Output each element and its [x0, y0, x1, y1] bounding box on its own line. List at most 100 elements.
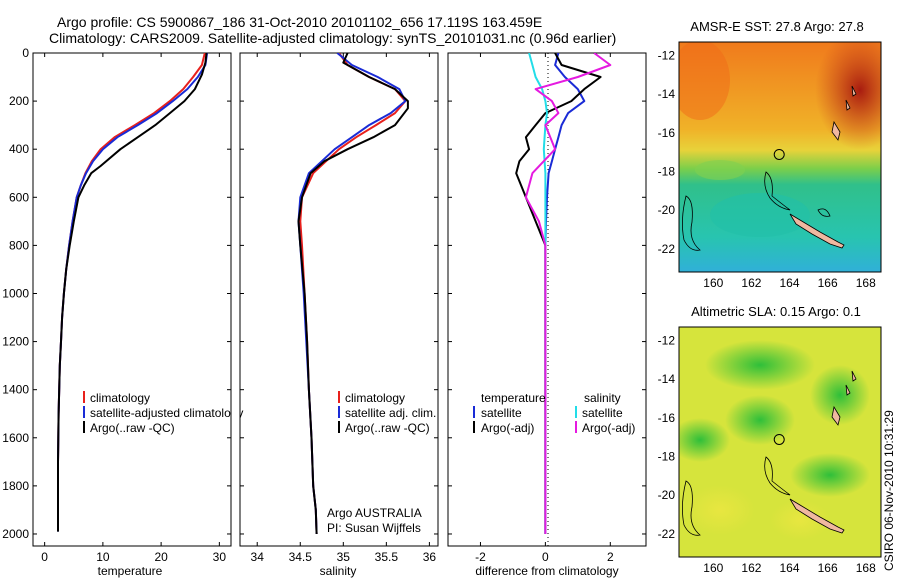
legend-header-salinity: salinity	[584, 391, 621, 405]
sst-argo-location-marker	[773, 148, 785, 160]
sla-argo-location-marker	[773, 433, 785, 445]
series-line-satellite-adjusted-climatology	[57, 53, 209, 532]
sst-map-frame	[678, 41, 882, 273]
temperature-lines	[57, 53, 209, 532]
sst-contour-west	[682, 195, 701, 251]
x-tick-label: 34	[251, 550, 265, 564]
x-tick-label: 0	[542, 550, 549, 564]
y-tick-label: 2000	[2, 527, 29, 541]
sla-low-north	[705, 340, 815, 390]
series-line-temperature-argo-adj-	[515, 53, 602, 534]
x-tick-label: 34.5	[289, 550, 313, 564]
sst-new-caledonia-island	[789, 213, 845, 249]
sla-contour-reef	[764, 456, 791, 496]
map-x-tick-label: 168	[856, 561, 876, 575]
y-tick-label: 1600	[2, 431, 29, 445]
map-y-tick-label: -18	[658, 449, 676, 463]
series-line-satellite-adj-clim-	[297, 53, 407, 535]
x-tick-label: 2	[607, 550, 614, 564]
legend-header-temperature: temperature	[481, 391, 546, 405]
y-tick-label: 0	[22, 46, 29, 60]
series-line-salinity-satellite	[528, 53, 548, 534]
map-y-tick-label: -16	[658, 411, 676, 425]
x-tick-label: 20	[154, 550, 168, 564]
sla-map-title: Altimetric SLA: 0.15 Argo: 0.1	[691, 304, 861, 319]
map-y-tick-label: -16	[658, 126, 676, 140]
sla-vanuatu-islands	[831, 370, 857, 426]
map-x-tick-label: 160	[703, 276, 723, 290]
map-x-tick-label: 166	[818, 561, 838, 575]
map-x-tick-label: 162	[741, 276, 761, 290]
difference-lines	[515, 53, 612, 534]
header-line1: Argo profile: CS 5900867_186 31-Oct-2010…	[57, 14, 542, 30]
x-tick-label: 10	[96, 550, 110, 564]
legend-label-temp-satellite: satellite	[481, 406, 522, 420]
series-line-temperature-satellite	[544, 53, 586, 534]
salinity-panel-frame	[239, 52, 439, 547]
sla-low-center	[725, 395, 795, 445]
salinity-lines	[297, 53, 409, 535]
header-line2: Climatology: CARS2009. Satellite-adjuste…	[49, 30, 616, 46]
y-tick-label: 1400	[2, 383, 29, 397]
y-tick-label: 1800	[2, 479, 29, 493]
map-y-tick-label: -14	[658, 372, 676, 386]
x-tick-label: 35	[337, 550, 351, 564]
map-x-tick-label: 162	[741, 561, 761, 575]
x-tick-label: -2	[475, 550, 486, 564]
map-x-tick-label: 164	[780, 561, 800, 575]
sla-map-field	[679, 327, 881, 557]
legend-label-argo: Argo(..raw -QC)	[90, 421, 175, 435]
y-tick-label: 200	[9, 94, 29, 108]
sla-low-south	[790, 453, 870, 497]
legend-label-temp-argo: Argo(-adj)	[481, 421, 534, 435]
legend-label-climatology: climatology	[90, 391, 150, 405]
map-x-tick-label: 166	[818, 276, 838, 290]
series-line-argo-raw-qc-	[297, 53, 409, 535]
difference-panel-frame	[447, 52, 647, 547]
legend-overflow-mask	[231, 390, 240, 436]
map-y-tick-label: -12	[658, 334, 676, 348]
sla-contour-west	[682, 480, 701, 536]
difference-legend: temperature salinity satellite Argo(-adj…	[473, 391, 635, 435]
sla-high-southwest	[685, 485, 755, 535]
sst-warm-region	[815, 42, 881, 150]
program-label: Argo AUSTRALIA	[327, 506, 422, 520]
x-tick-label: 30	[213, 550, 227, 564]
sst-contour-small	[817, 208, 831, 217]
y-tick-label: 1200	[2, 335, 29, 349]
csiro-timestamp: CSIRO 06-Nov-2010 10:31:29	[882, 410, 896, 571]
map-y-tick-label: -22	[658, 242, 676, 256]
y-tick-label: 1000	[2, 286, 29, 300]
x-tick-label: 35.5	[375, 550, 399, 564]
legend-label-climatology: climatology	[345, 391, 405, 405]
temperature-legend: climatology satellite-adjusted climatolo…	[83, 391, 243, 435]
pi-label: PI: Susan Wijffels	[327, 521, 421, 535]
map-y-tick-label: -12	[658, 49, 676, 63]
sst-map-field	[679, 42, 881, 272]
map-y-tick-label: -18	[658, 164, 676, 178]
y-tick-label: 400	[9, 142, 29, 156]
map-y-tick-label: -20	[658, 488, 676, 502]
sla-new-caledonia-island	[789, 498, 845, 534]
sla-low-east	[810, 365, 870, 425]
map-y-tick-label: -22	[658, 527, 676, 541]
sst-map-title: AMSR-E SST: 27.8 Argo: 27.8	[690, 19, 863, 34]
temperature-panel-frame	[32, 52, 232, 547]
sst-contour-reef	[764, 171, 791, 211]
map-x-tick-label: 168	[856, 276, 876, 290]
series-line-argo-raw-qc-	[57, 53, 208, 532]
y-tick-label: 800	[9, 238, 29, 252]
salinity-xlabel: salinity	[320, 564, 357, 578]
series-line-climatology	[57, 53, 206, 503]
sst-vanuatu-islands	[831, 85, 857, 141]
legend-label-satellite: satellite-adjusted climatology	[90, 406, 243, 420]
legend-label-argo: Argo(..raw -QC)	[345, 421, 430, 435]
sst-warm-patch	[679, 42, 730, 120]
map-y-tick-label: -20	[658, 203, 676, 217]
x-tick-label: 0	[41, 550, 48, 564]
sst-transition-patch	[695, 160, 745, 180]
sla-map-frame	[678, 326, 882, 558]
temperature-xlabel: temperature	[98, 564, 163, 578]
sla-low-west	[679, 418, 730, 462]
